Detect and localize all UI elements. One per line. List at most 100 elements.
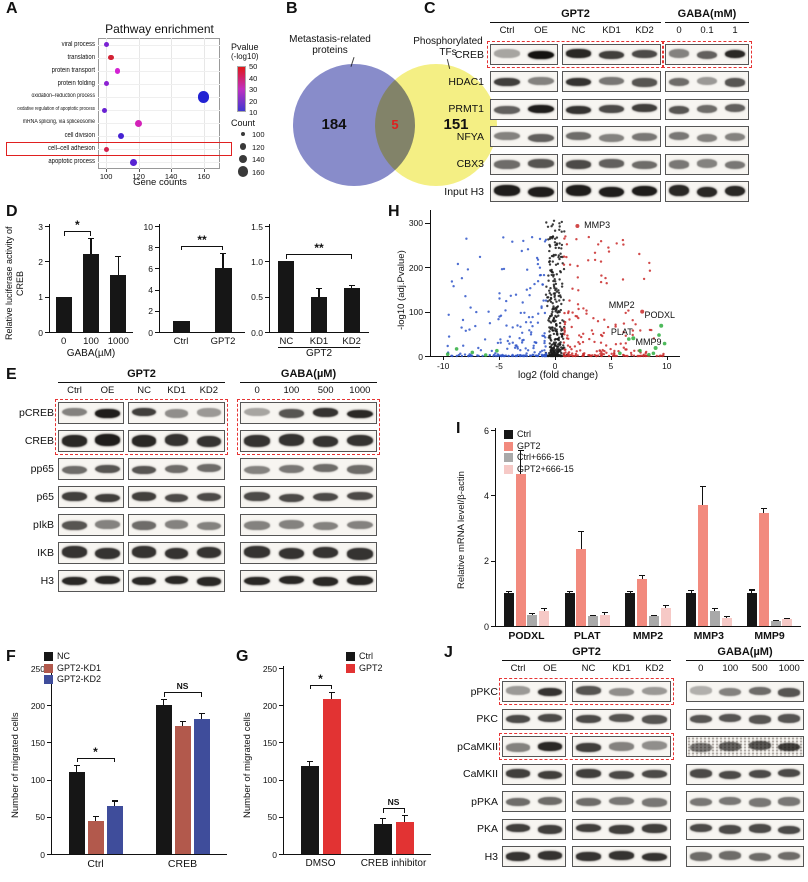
blot-band: [164, 547, 189, 560]
blot-band: [196, 463, 221, 473]
blot-band: [719, 687, 742, 697]
x-axis-tick: [171, 169, 173, 172]
grid-line-horizontal: [98, 70, 220, 72]
bar: [83, 254, 99, 332]
blot-box: [686, 846, 804, 867]
blot-band: [599, 186, 624, 198]
count-tick-label: 140: [252, 155, 265, 164]
error-bar: [162, 699, 165, 706]
volcano-y-tick: [425, 311, 430, 313]
bar: [278, 261, 295, 332]
y-tick-label: 2: [38, 256, 43, 267]
blot-box: [686, 763, 804, 785]
y-tick-label: 2: [483, 556, 489, 567]
error-bar-cap: [73, 764, 80, 766]
protein-label: pp65: [30, 463, 54, 475]
bar: [758, 513, 769, 626]
pathway-label: oxidation–reduction process: [31, 92, 95, 99]
legend-label: NC: [57, 651, 70, 661]
blot-band: [778, 797, 801, 806]
blot-box: [240, 430, 377, 452]
panel-h-ylabel: -log10 (adj.Pvalue): [396, 250, 407, 330]
sig-bracket-tick: [309, 684, 311, 690]
y-tick-label: 0: [483, 621, 489, 632]
blot-band: [642, 798, 667, 807]
y-axis-tick: [279, 668, 283, 669]
blot-band: [632, 132, 657, 141]
y-tick-label: 2: [148, 306, 153, 317]
y-axis-tick: [45, 296, 49, 298]
blot-band: [538, 713, 562, 723]
error-bar: [543, 608, 545, 612]
bar: [55, 296, 72, 332]
volcano-x-tick-label: 0: [552, 361, 558, 371]
protein-label: CREB: [454, 48, 484, 61]
volcano-y-tick: [425, 222, 430, 224]
category-label: GPT2: [210, 336, 236, 347]
y-tick-label: 0.5: [251, 292, 263, 303]
protein-label: H3: [40, 575, 54, 587]
blot-band: [347, 409, 373, 419]
blot-band: [278, 409, 305, 418]
panel-f-ylabel: Number of migrated cells: [10, 712, 21, 818]
blot-band: [566, 132, 591, 141]
y-axis-tick: [155, 247, 159, 249]
blot-band: [95, 464, 120, 474]
category-label: DMSO: [305, 858, 336, 869]
lane-label: 0.1: [700, 25, 714, 36]
blot-band: [132, 576, 157, 586]
blot-band: [689, 743, 712, 752]
y-tick-label: 200: [262, 700, 277, 711]
y-axis-tick: [279, 705, 283, 707]
blot-band: [278, 575, 305, 585]
category-label: NC: [279, 336, 294, 347]
blot-band: [576, 769, 601, 778]
panel-g-ylabel: Number of migrated cells: [242, 712, 253, 818]
blot-box: [128, 402, 225, 424]
blot-band: [724, 132, 746, 141]
error-bar: [222, 252, 224, 269]
lane-label: KD1: [612, 663, 631, 674]
blot-band: [347, 520, 373, 530]
category-label: 1000: [107, 336, 129, 347]
y-tick-label: 50: [35, 812, 45, 823]
blot-band: [599, 76, 624, 86]
blot-band: [668, 106, 690, 115]
blot-band: [347, 491, 373, 501]
protein-label: CREB: [24, 435, 54, 447]
blot-band: [278, 547, 305, 560]
y-axis-tick: [279, 742, 283, 744]
y-axis-tick: [279, 779, 283, 781]
blot-band: [312, 492, 339, 502]
pvalue-tick-label: 20: [249, 96, 258, 106]
sig-bracket-tick: [76, 757, 78, 763]
blot-band: [668, 77, 690, 87]
count-legend-title: Count: [231, 118, 256, 128]
blot-group-underline: [58, 382, 225, 384]
highlight-dashed-box: [487, 41, 664, 68]
volcano-points-special: [445, 224, 667, 357]
y-tick-label: 6: [148, 263, 153, 274]
sig-bracket-line: [286, 254, 352, 256]
blot-band: [719, 851, 742, 860]
bar: [648, 616, 659, 626]
bar: [539, 611, 550, 626]
error-bar-cap: [88, 238, 94, 240]
error-bar-cap: [316, 288, 322, 290]
blot-box: [686, 818, 804, 840]
error-bar-cap: [401, 815, 408, 817]
sig-bracket-tick: [90, 231, 92, 236]
error-bar-cap: [115, 256, 122, 258]
bar: [515, 474, 526, 626]
blot-band: [196, 408, 221, 417]
category-label: 0: [61, 336, 67, 347]
blot-band: [132, 492, 157, 501]
blot-band: [719, 825, 742, 834]
panel-h-xlabel: log2 (fold change): [517, 370, 599, 381]
lane-label: NC: [581, 663, 596, 674]
blot-band: [642, 852, 667, 862]
y-axis-tick: [155, 226, 159, 227]
blot-band: [778, 851, 801, 861]
y-tick-label: 6: [483, 425, 489, 436]
panel-label-i: I: [456, 420, 461, 437]
